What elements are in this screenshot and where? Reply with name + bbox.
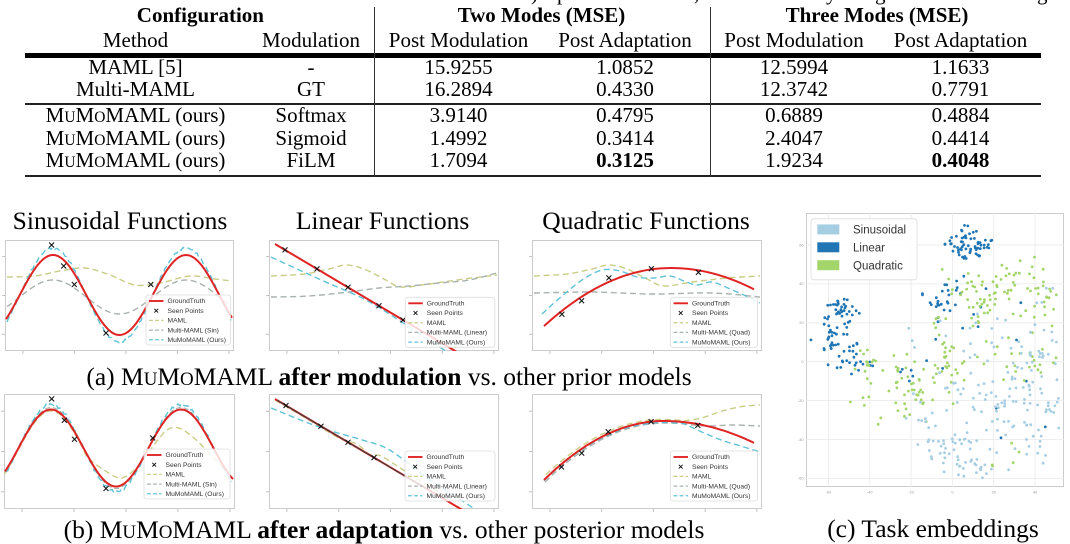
svg-text:Seen Points: Seen Points [166,462,203,469]
svg-text:Seen Points: Seen Points [692,464,729,471]
svg-text:Seen Points: Seen Points [168,308,205,315]
svg-text:Multi-MAML (Linear): Multi-MAML (Linear) [427,483,487,490]
svg-text:-40: -40 [867,491,873,495]
svg-text:MAML: MAML [166,472,186,479]
svg-text:GroundTruth: GroundTruth [427,301,465,308]
svg-text:0: 0 [951,491,953,495]
svg-text:Linear: Linear [853,243,885,255]
svg-text:MuMoMAML (Ours): MuMoMAML (Ours) [427,493,485,500]
svg-text:Seen Points: Seen Points [427,310,464,317]
svg-text:Multi-MAML (Quad): Multi-MAML (Quad) [692,330,750,337]
svg-text:40: 40 [1033,491,1037,495]
svg-text:MuMoMAML (Ours): MuMoMAML (Ours) [166,491,224,498]
svg-text:MAML: MAML [692,320,712,327]
svg-text:Quadratic: Quadratic [853,260,903,272]
svg-text:60: 60 [799,243,803,247]
svg-text:GroundTruth: GroundTruth [692,301,730,308]
svg-text:20: 20 [992,491,996,495]
svg-text:MAML: MAML [427,320,447,327]
svg-text:MuMoMAML (Ours): MuMoMAML (Ours) [168,337,226,344]
svg-text:Seen Points: Seen Points [427,464,464,471]
svg-text:MAML: MAML [168,318,188,325]
svg-text:Sinusoidal: Sinusoidal [853,225,906,237]
svg-text:-20: -20 [798,399,804,403]
svg-text:MAML: MAML [427,474,447,481]
svg-text:0: 0 [801,360,803,364]
svg-text:-20: -20 [908,491,914,495]
svg-text:MuMoMAML (Ours): MuMoMAML (Ours) [692,339,750,346]
svg-text:-60: -60 [826,491,832,495]
svg-text:GroundTruth: GroundTruth [427,454,465,461]
svg-text:Multi-MAML (Linear): Multi-MAML (Linear) [427,330,487,337]
svg-text:-40: -40 [798,438,804,442]
svg-text:40: 40 [799,282,803,286]
svg-text:Multi-MAML (Quad): Multi-MAML (Quad) [692,483,750,490]
svg-text:-60: -60 [798,477,804,481]
svg-text:GroundTruth: GroundTruth [166,452,204,459]
svg-text:MAML: MAML [692,474,712,481]
svg-text:MuMoMAML (Ours): MuMoMAML (Ours) [427,339,485,346]
svg-text:Seen Points: Seen Points [692,310,729,317]
svg-text:MuMoMAML (Ours): MuMoMAML (Ours) [692,493,750,500]
svg-text:Multi-MAML (Sin): Multi-MAML (Sin) [166,481,217,488]
svg-text:20: 20 [799,321,803,325]
svg-text:Multi-MAML (Sin): Multi-MAML (Sin) [168,327,219,334]
svg-text:GroundTruth: GroundTruth [168,298,206,305]
svg-text:GroundTruth: GroundTruth [692,454,730,461]
